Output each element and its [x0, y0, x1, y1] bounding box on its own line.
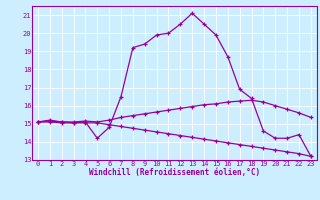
- X-axis label: Windchill (Refroidissement éolien,°C): Windchill (Refroidissement éolien,°C): [89, 168, 260, 177]
